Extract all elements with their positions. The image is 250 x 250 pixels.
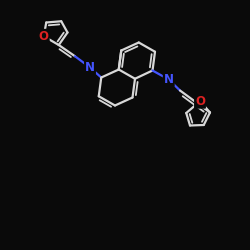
Text: N: N — [85, 61, 95, 74]
Text: O: O — [39, 30, 49, 43]
Text: N: N — [164, 73, 174, 86]
Text: O: O — [195, 95, 205, 108]
